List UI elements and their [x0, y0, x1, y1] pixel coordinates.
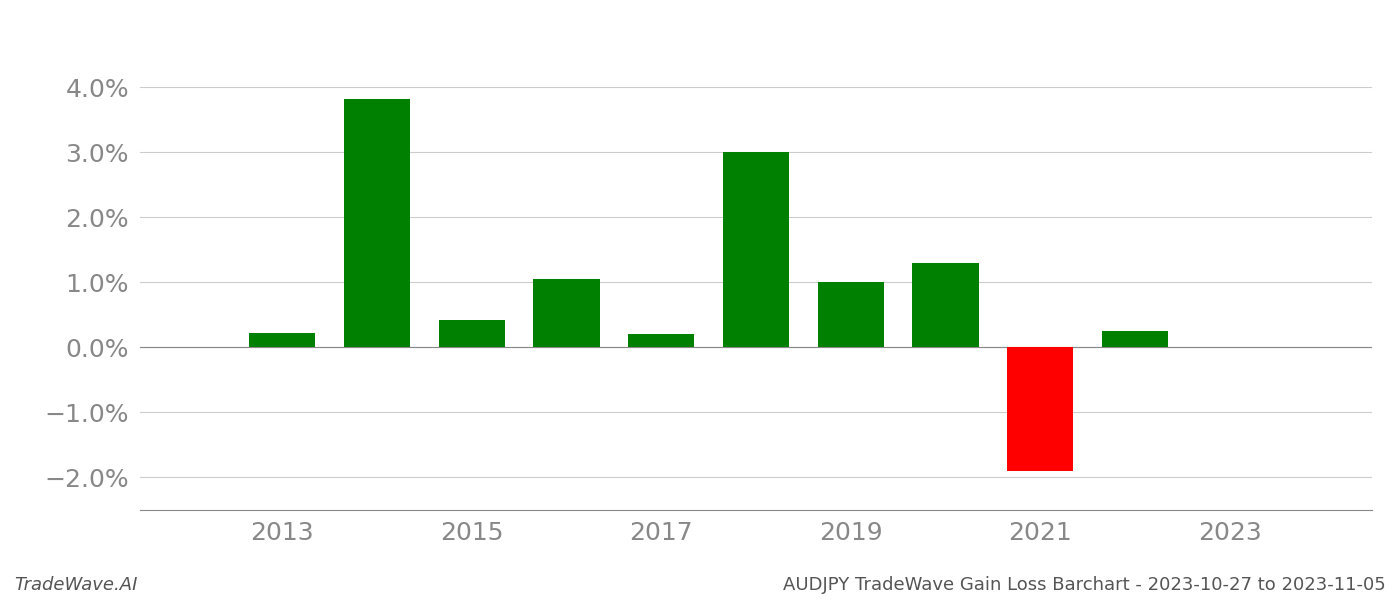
Bar	[629, 334, 694, 347]
Text: TradeWave.AI: TradeWave.AI	[14, 576, 137, 594]
Text: AUDJPY TradeWave Gain Loss Barchart - 2023-10-27 to 2023-11-05: AUDJPY TradeWave Gain Loss Barchart - 20…	[783, 576, 1386, 594]
Bar	[533, 279, 599, 347]
Bar	[1102, 331, 1168, 347]
Bar	[344, 99, 410, 347]
Bar	[1007, 347, 1074, 471]
Bar	[818, 281, 883, 347]
Bar	[722, 152, 790, 347]
Bar	[249, 333, 315, 347]
Bar	[913, 263, 979, 347]
Bar	[438, 320, 505, 347]
